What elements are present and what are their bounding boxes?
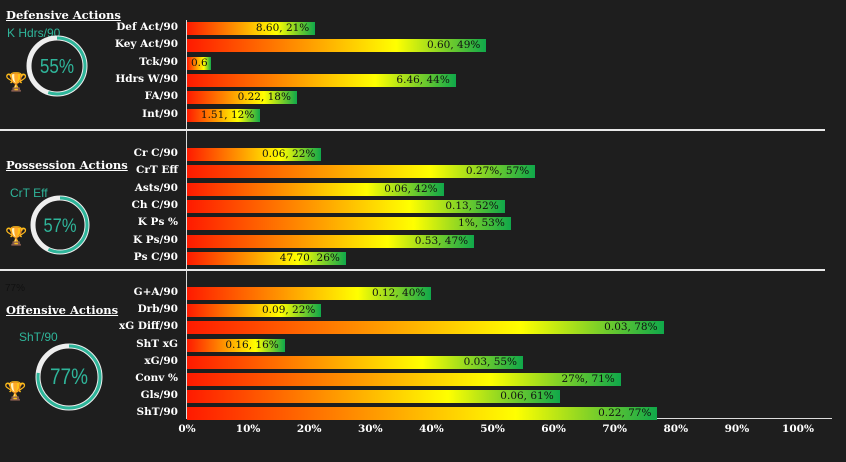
x-tick-label: 20% xyxy=(296,423,322,435)
bar: 0.6 xyxy=(187,56,212,70)
bar: 0.06, 42% xyxy=(187,182,444,196)
gauge-fill xyxy=(27,36,87,96)
bar: 0.13, 52% xyxy=(187,199,505,213)
bar-value-label: 6.46, 44% xyxy=(396,73,450,86)
gauge-value: 77% xyxy=(50,365,88,390)
bar-category-label: CrT Eff xyxy=(136,164,178,177)
bar-category-label: Drb/90 xyxy=(137,303,178,316)
bar-value-label: 0.53, 47% xyxy=(414,234,469,247)
x-tick-label: 90% xyxy=(724,423,750,435)
bar-category-label: ShT/90 xyxy=(136,406,178,419)
gauge-fill xyxy=(36,344,102,410)
bar-category-label: Ch C/90 xyxy=(131,198,178,211)
bar-value-label: 1%, 53% xyxy=(458,217,505,230)
x-tick-label: 100% xyxy=(782,423,814,435)
x-tick-label: 10% xyxy=(235,423,261,435)
bar-value-label: 47.70, 26% xyxy=(279,251,340,264)
bar: 1.51, 12% xyxy=(187,108,261,122)
x-tick-label: 0% xyxy=(178,423,196,435)
x-tick-label: 30% xyxy=(358,423,383,435)
bar: 0.22, 77% xyxy=(187,407,658,421)
bar-value-label: 0.13, 52% xyxy=(445,199,499,212)
bar-value-label: 1.51, 12% xyxy=(200,108,255,121)
bar-value-label: 0.03, 78% xyxy=(604,321,658,334)
bar-category-label: xG/90 xyxy=(144,354,178,367)
bar: 0.60, 49% xyxy=(187,39,487,53)
section-divider xyxy=(0,129,825,131)
x-tick-label: 40% xyxy=(419,423,444,435)
bar: 0.53, 47% xyxy=(187,234,475,248)
bar-value-label: 0.06, 22% xyxy=(262,148,316,160)
bar: 8.60, 21% xyxy=(187,22,316,35)
trophy-icon: 🏆 xyxy=(5,226,28,247)
bar-category-label: FA/90 xyxy=(144,90,178,103)
bar-category-label: Key Act/90 xyxy=(114,38,178,51)
bar-value-label: 0.12, 40% xyxy=(371,287,426,299)
bar: 47.70, 26% xyxy=(187,251,346,265)
gauge-fill xyxy=(31,196,89,254)
bar-value-label: 0.6 xyxy=(191,56,208,69)
bar-value-label: 27%, 71% xyxy=(561,373,615,385)
bar: 0.09, 22% xyxy=(187,304,322,318)
bar-value-label: 0.06, 61% xyxy=(500,390,554,403)
bar-category-label: ShT xG xyxy=(136,337,178,350)
bar-category-label: Int/90 xyxy=(142,107,178,120)
bar-value-label: 0.22, 77% xyxy=(598,407,652,420)
bar-value-label: 0.27%, 57% xyxy=(465,165,530,178)
bar-category-label: Ps C/90 xyxy=(133,250,178,263)
bar: 0.22, 18% xyxy=(187,91,297,105)
section-title: Offensive Actions xyxy=(6,303,119,317)
gauge: 55% xyxy=(23,32,91,104)
bar: 0.06, 22% xyxy=(187,148,322,161)
bar-category-label: Cr C/90 xyxy=(133,147,178,159)
bar-category-label: Hdrs W/90 xyxy=(115,72,178,85)
section-title: Possession Actions xyxy=(6,158,128,172)
gauge-label: K Hdrs/90 xyxy=(7,26,61,40)
bar: 0.03, 78% xyxy=(187,321,664,335)
bar-category-label: K Ps % xyxy=(137,216,178,229)
gauge-value: 55% xyxy=(40,55,74,78)
gauge: 77% xyxy=(32,340,106,418)
bar-category-label: Asts/90 xyxy=(134,181,178,194)
x-tick-label: 80% xyxy=(663,423,689,435)
section-divider xyxy=(0,269,825,271)
bar: 0.16, 16% xyxy=(187,338,285,352)
bar-value-label: 0.09, 22% xyxy=(262,304,316,317)
gauge-value: 57% xyxy=(43,215,76,237)
bar: 1%, 53% xyxy=(187,217,511,231)
bar: 6.46, 44% xyxy=(187,73,456,87)
x-tick-label: 70% xyxy=(602,423,627,435)
bar-category-label: Def Act/90 xyxy=(116,21,178,33)
bar: 0.27%, 57% xyxy=(187,165,536,179)
trophy-icon: 🏆 xyxy=(4,381,27,402)
bar: 0.12, 40% xyxy=(187,287,432,300)
bar-category-label: Conv % xyxy=(135,372,178,384)
bar-value-label: 0.03, 55% xyxy=(463,355,518,368)
bar-category-label: K Ps/90 xyxy=(132,233,178,246)
gauge-label: ShT/90 xyxy=(19,330,58,344)
bar-value-label: 0.06, 42% xyxy=(384,182,438,195)
bar: 27%, 71% xyxy=(187,373,621,386)
bar-category-label: G+A/90 xyxy=(133,286,178,298)
bar: 0.03, 55% xyxy=(187,355,524,369)
bar-category-label: xG Diff/90 xyxy=(118,320,178,333)
bar-category-label: Gls/90 xyxy=(140,389,178,402)
stray-value-text: 77% xyxy=(5,283,26,294)
section-title: Defensive Actions xyxy=(6,8,121,22)
y-axis-line xyxy=(186,20,187,419)
bar-value-label: 0.16, 16% xyxy=(225,338,279,351)
bar-category-label: Tck/90 xyxy=(139,55,178,68)
bar: 0.06, 61% xyxy=(187,390,560,404)
gauge: 57% xyxy=(27,192,93,262)
x-tick-label: 60% xyxy=(541,423,566,435)
bar-value-label: 0.60, 49% xyxy=(426,39,481,52)
bar-value-label: 0.22, 18% xyxy=(237,91,291,104)
trophy-icon: 🏆 xyxy=(5,72,28,93)
x-tick-label: 50% xyxy=(480,423,505,435)
gauge-label: CrT Eff xyxy=(10,186,48,200)
bar-value-label: 8.60, 21% xyxy=(255,22,310,34)
